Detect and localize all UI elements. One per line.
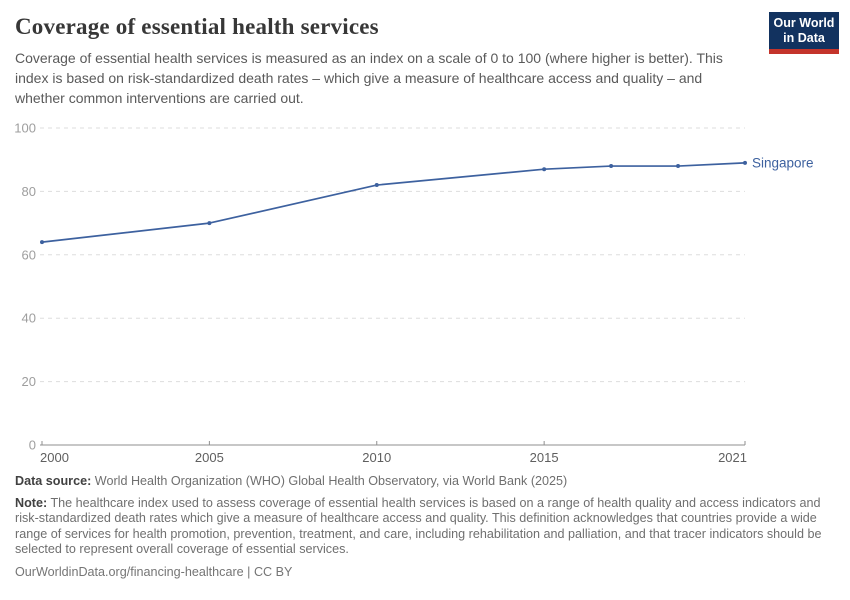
chart-title: Coverage of essential health services (15, 14, 379, 39)
chart-subtitle: Coverage of essential health services is… (15, 50, 723, 106)
note-row: Note: The healthcare index used to asses… (15, 496, 835, 558)
y-tick-label: 40 (22, 311, 36, 326)
data-point-marker (743, 160, 747, 165)
y-tick-label: 80 (22, 184, 36, 199)
citation-link[interactable]: OurWorldinData.org/financing-healthcare … (15, 564, 293, 579)
data-point-marker (374, 183, 379, 188)
y-tick-label: 100 (14, 121, 36, 136)
series-end-label: Singapore (752, 155, 814, 170)
data-point-marker (40, 240, 44, 245)
x-tick-label: 2021 (718, 450, 747, 465)
note-label: Note: (15, 495, 48, 510)
data-point-marker (609, 164, 614, 169)
owid-logo-line1: Our World (773, 16, 835, 30)
data-source-text: World Health Organization (WHO) Global H… (94, 474, 568, 488)
x-tick-label: 2010 (362, 450, 391, 465)
x-tick-label: 2000 (40, 450, 69, 465)
line-chart: 0 20 40 60 80 100 2000 2005 2010 2015 2021 Singapor… (14, 121, 814, 466)
note-text: The healthcare index used to assess cove… (15, 495, 822, 557)
data-source-label: Data source: (15, 474, 92, 488)
owid-logo: Our World in Data (769, 12, 839, 54)
y-tick-label: 20 (22, 374, 36, 389)
series-line (41, 162, 746, 243)
x-tick-label: 2005 (195, 450, 224, 465)
y-tick-label: 60 (22, 247, 36, 262)
x-tick-label: 2015 (530, 450, 559, 465)
data-point-marker (676, 164, 681, 169)
data-point-marker (542, 167, 547, 172)
data-source-row: Data source: World Health Organization (… (15, 474, 835, 490)
owid-logo-line2: in Data (783, 31, 825, 45)
chart-footer: Data source: World Health Organization (… (0, 470, 850, 580)
chart-header: Coverage of essential health services Ou… (0, 0, 850, 108)
data-point-marker (207, 221, 212, 226)
y-tick-label: 0 (29, 438, 36, 453)
